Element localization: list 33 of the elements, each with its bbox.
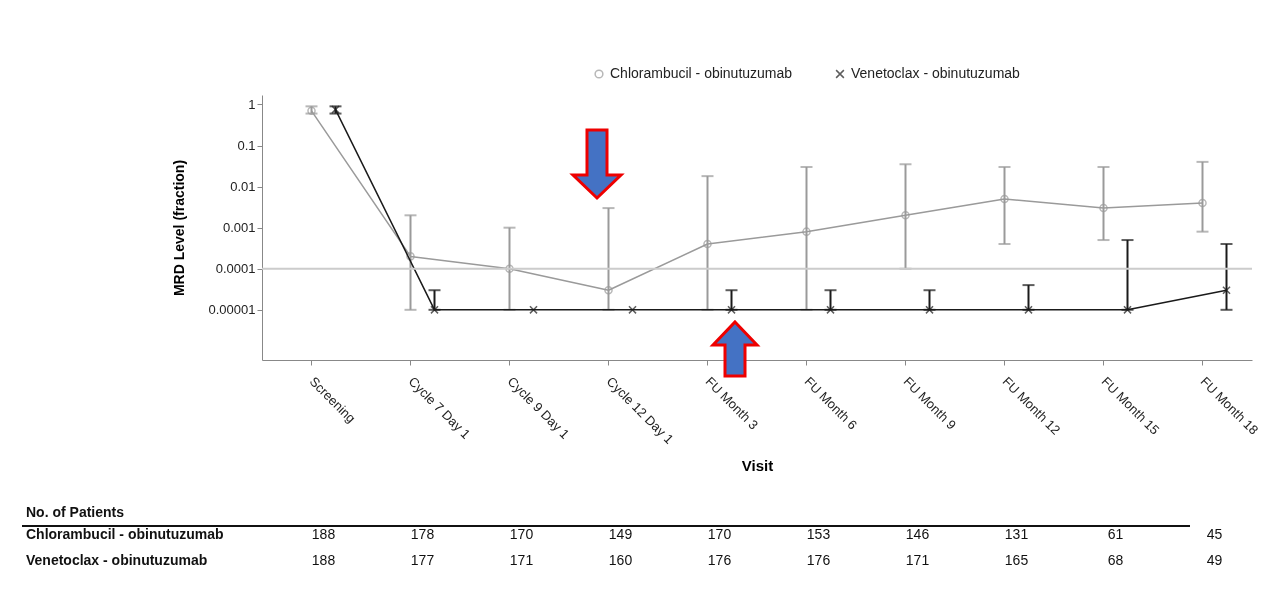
text: 177 xyxy=(410,552,435,568)
y-tick-label: 0.00001 xyxy=(208,302,256,318)
text: 171 xyxy=(905,552,930,568)
y-axis-title: MRD Level (fraction) xyxy=(170,159,187,297)
text: 170 xyxy=(509,526,534,542)
legend-label: Venetoclax - obinutuzumab xyxy=(851,65,1021,81)
text: Chlorambucil - obinutuzumab xyxy=(26,526,224,542)
text: 160 xyxy=(608,552,633,568)
text: 188 xyxy=(311,552,336,568)
y-tick-label: 1 xyxy=(248,96,256,112)
text: 68 xyxy=(1107,552,1124,568)
text: 176 xyxy=(707,552,732,568)
legend-label: Chlorambucil - obinutuzumab xyxy=(610,65,793,81)
text: 149 xyxy=(608,526,633,542)
text: No. of Patients xyxy=(26,504,125,520)
x-axis-title: Visit xyxy=(741,456,774,474)
text: 153 xyxy=(806,526,831,542)
text: Venetoclax - obinutuzumab xyxy=(26,552,208,568)
text: 188 xyxy=(311,526,336,542)
y-tick-label: 0.0001 xyxy=(215,261,256,277)
text: 45 xyxy=(1206,526,1223,542)
y-tick-label: 0.001 xyxy=(222,220,256,236)
text: 131 xyxy=(1004,526,1029,542)
text: 165 xyxy=(1004,552,1029,568)
text: 146 xyxy=(905,526,930,542)
y-tick-label: 0.1 xyxy=(237,138,256,154)
y-tick-label: 0.01 xyxy=(230,179,256,195)
text: 170 xyxy=(707,526,732,542)
text: 49 xyxy=(1206,552,1223,568)
text: 178 xyxy=(410,526,435,542)
text: 61 xyxy=(1107,526,1124,542)
text: 176 xyxy=(806,552,831,568)
text: 171 xyxy=(509,552,534,568)
